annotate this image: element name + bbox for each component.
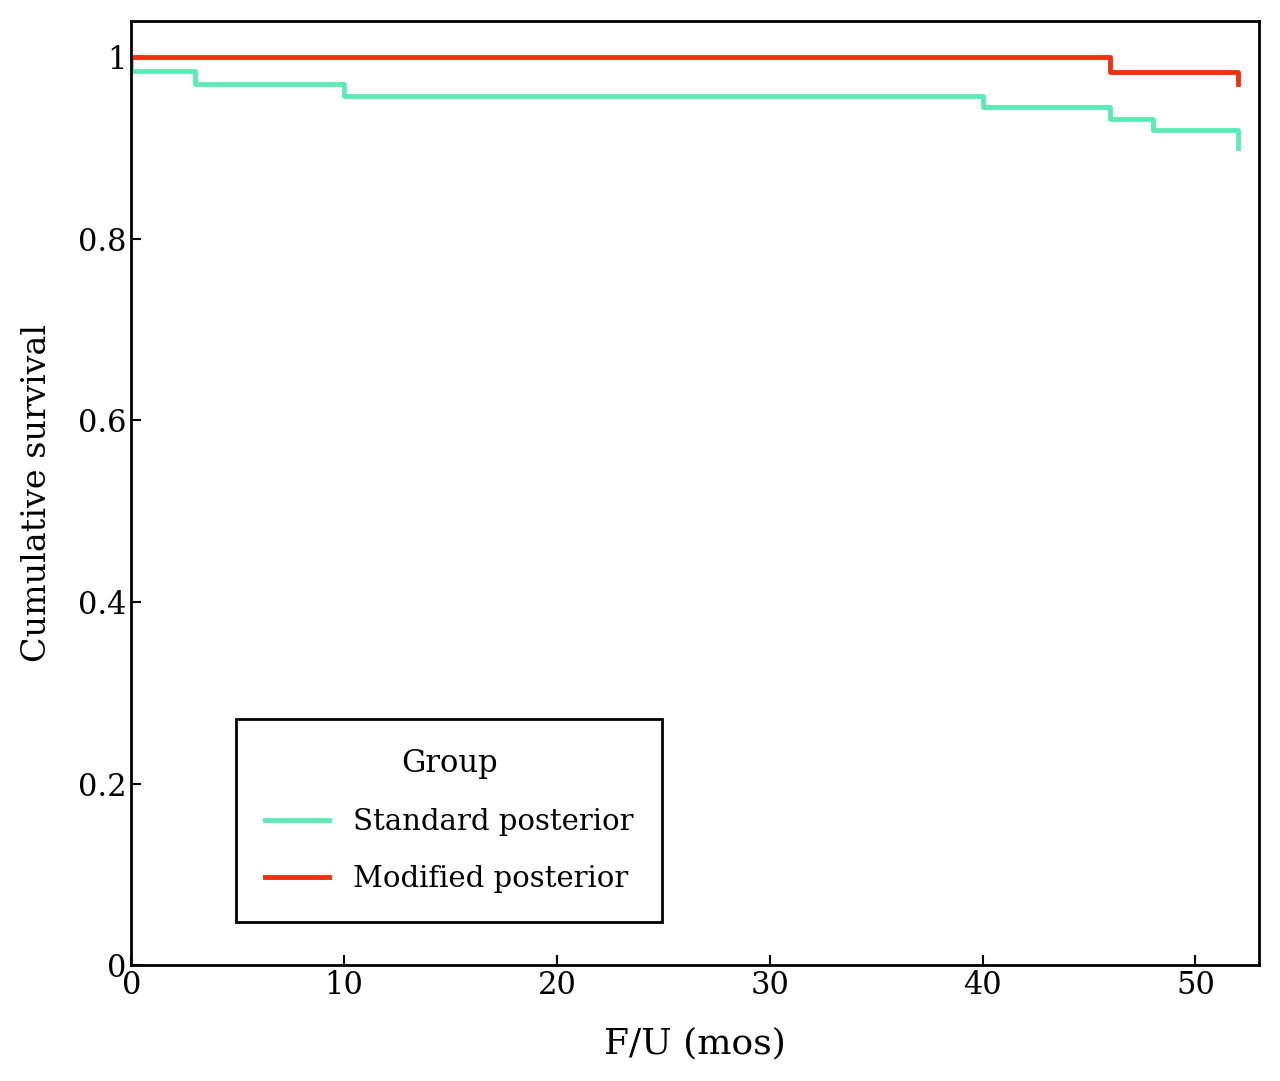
Standard posterior — [1060, 101, 1075, 114]
Standard posterior — [337, 90, 352, 103]
Standard posterior — [145, 64, 160, 77]
Standard posterior — [1230, 142, 1245, 155]
Standard posterior — [124, 51, 140, 64]
Standard posterior — [1146, 123, 1161, 136]
Modified posterior — [124, 51, 140, 64]
Modified posterior — [315, 51, 330, 64]
Line: Modified posterior: Modified posterior — [132, 57, 1238, 84]
Standard posterior — [975, 101, 991, 114]
Y-axis label: Cumulative survival: Cumulative survival — [20, 324, 52, 663]
Standard posterior — [187, 78, 202, 91]
Standard posterior — [124, 64, 140, 77]
Modified posterior — [124, 51, 140, 64]
Modified posterior — [1230, 78, 1245, 91]
X-axis label: F/U (mos): F/U (mos) — [604, 1026, 786, 1060]
Standard posterior — [294, 78, 310, 91]
Standard posterior — [1102, 112, 1117, 125]
Modified posterior — [1102, 65, 1117, 78]
Legend: Standard posterior, Modified posterior: Standard posterior, Modified posterior — [236, 719, 663, 922]
Modified posterior — [1060, 51, 1075, 64]
Standard posterior — [932, 90, 947, 103]
Line: Standard posterior: Standard posterior — [132, 57, 1238, 148]
